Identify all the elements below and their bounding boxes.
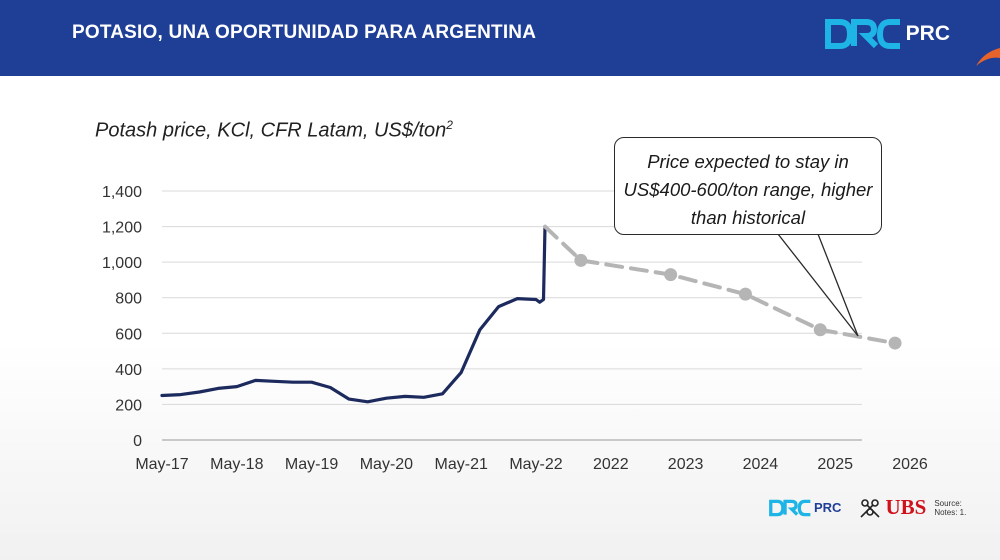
x-tick-label: May-20 <box>360 456 413 473</box>
slide-title: POTASIO, UNA OPORTUNIDAD PARA ARGENTINA <box>72 22 537 43</box>
forecast-point <box>664 268 678 282</box>
x-tick-label: 2024 <box>743 456 779 473</box>
y-tick-label: 600 <box>115 326 142 343</box>
x-tick-label: 2025 <box>817 456 853 473</box>
x-tick-label: May-18 <box>210 456 263 473</box>
y-tick-label: 200 <box>115 397 142 414</box>
brand-logo: PRC <box>824 14 950 54</box>
forecast-point <box>813 323 827 337</box>
forecast-point <box>888 336 902 350</box>
forecast-callout: Price expected to stay in US$400-600/ton… <box>614 137 882 235</box>
footer-drc-logo-icon <box>769 499 811 516</box>
historical-price-line <box>160 225 547 404</box>
forecast-point <box>574 253 588 267</box>
drc-logo-icon <box>824 19 900 49</box>
footer-brand-text: PRC <box>814 500 842 515</box>
chart-title: Potash price, KCl, CFR Latam, US$/ton2 <box>95 118 453 143</box>
forecast-point <box>738 287 752 301</box>
footer-logos: PRC UBS Source: Notes: 1. <box>768 495 968 520</box>
y-tick-label: 0 <box>133 433 142 450</box>
chart-title-text: Potash price, KCl, CFR Latam, US$/ton <box>95 119 447 142</box>
brand-text: PRC <box>905 22 950 45</box>
x-tick-label: May-21 <box>435 456 488 473</box>
x-tick-label: 2022 <box>593 456 629 473</box>
header-bar: POTASIO, UNA OPORTUNIDAD PARA ARGENTINA … <box>0 0 1000 76</box>
y-tick-label: 1,200 <box>102 220 142 237</box>
ubs-keys-icon <box>860 498 881 518</box>
x-tick-label: May-19 <box>285 456 338 473</box>
y-tick-label: 1,400 <box>102 184 142 201</box>
source-note: Source: Notes: 1. <box>934 498 967 517</box>
chart-title-superscript: 2 <box>446 118 453 132</box>
x-tick-label: May-17 <box>135 456 188 473</box>
ubs-logo: UBS <box>859 495 926 520</box>
corner-swoosh-icon <box>976 48 1000 66</box>
y-tick-label: 800 <box>115 291 142 308</box>
ubs-text: UBS <box>885 495 927 519</box>
x-tick-label: May-22 <box>509 456 562 473</box>
x-tick-label: 2023 <box>668 456 704 473</box>
y-tick-label: 400 <box>115 362 142 379</box>
y-tick-label: 1,000 <box>102 255 142 272</box>
forecast-line <box>543 224 897 346</box>
x-tick-label: 2026 <box>892 456 928 473</box>
callout-pointer <box>776 233 859 337</box>
